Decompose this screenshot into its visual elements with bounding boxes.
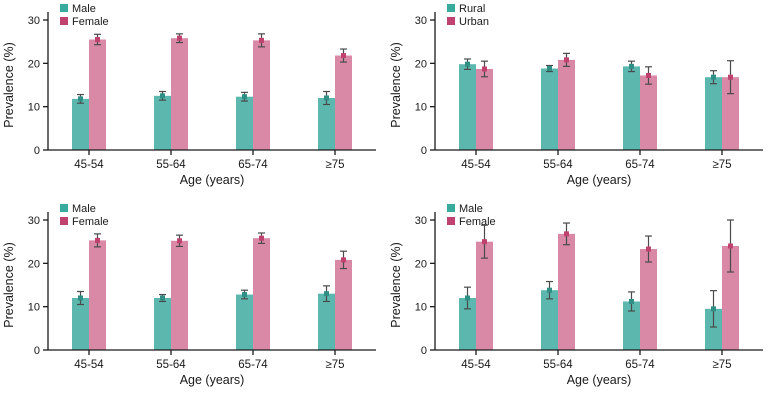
svg-text:Age (years): Age (years): [180, 373, 245, 387]
svg-text:10: 10: [28, 302, 40, 314]
chart-panel-bottom-right-male-female: 0 10 20 30 45-54 55-64 65-74 ≥75 Age (years) Prev…: [387, 200, 773, 400]
svg-text:45-54: 45-54: [74, 159, 104, 171]
svg-text:≥75: ≥75: [712, 159, 731, 171]
svg-text:20: 20: [414, 258, 426, 270]
svg-text:Male: Male: [459, 203, 483, 215]
svg-text:≥75: ≥75: [325, 359, 344, 371]
svg-text:10: 10: [414, 102, 426, 114]
svg-text:Male: Male: [72, 203, 96, 215]
svg-text:30: 30: [414, 215, 426, 227]
svg-text:10: 10: [414, 302, 426, 314]
svg-text:45-54: 45-54: [461, 159, 491, 171]
svg-text:Rural: Rural: [459, 3, 485, 15]
svg-text:0: 0: [420, 345, 426, 357]
svg-text:Urban: Urban: [459, 16, 489, 28]
svg-text:≥75: ≥75: [712, 359, 731, 371]
svg-text:45-54: 45-54: [461, 359, 491, 371]
svg-text:65-74: 65-74: [625, 359, 655, 371]
svg-text:0: 0: [34, 145, 40, 157]
svg-text:30: 30: [28, 15, 40, 27]
svg-text:20: 20: [414, 58, 426, 70]
svg-text:Female: Female: [72, 16, 109, 28]
svg-text:Age (years): Age (years): [180, 173, 245, 187]
chart-panel-top-left-male-female: 0 10 20 30 45-54 55-64 65-74 ≥75 Age (years) Prev…: [0, 0, 386, 200]
bar-chart-svg: 0 10 20 30 45-54 55-64 65-74 ≥75 Age (years) Prev…: [389, 203, 763, 387]
svg-text:Female: Female: [459, 216, 496, 228]
svg-text:55-64: 55-64: [156, 359, 186, 371]
svg-text:0: 0: [34, 345, 40, 357]
svg-text:45-54: 45-54: [74, 359, 104, 371]
bar-chart-svg: 0 10 20 30 45-54 55-64 65-74 ≥75 Age (years) Prev…: [389, 3, 763, 187]
svg-text:Age (years): Age (years): [566, 173, 631, 187]
svg-text:30: 30: [414, 15, 426, 27]
bar-chart-svg: 0 10 20 30 45-54 55-64 65-74 ≥75 Age (years) Prev…: [2, 203, 376, 387]
svg-text:55-64: 55-64: [156, 159, 186, 171]
chart-panel-top-right-rural-urban: 0 10 20 30 45-54 55-64 65-74 ≥75 Age (years) Prev…: [387, 0, 773, 200]
svg-text:0: 0: [420, 145, 426, 157]
svg-text:Female: Female: [72, 216, 109, 228]
svg-text:65-74: 65-74: [625, 159, 655, 171]
bar-chart-svg: 0 10 20 30 45-54 55-64 65-74 ≥75 Age (years) Prev…: [2, 3, 376, 187]
svg-text:55-64: 55-64: [543, 159, 573, 171]
svg-text:≥75: ≥75: [325, 159, 344, 171]
svg-text:20: 20: [28, 258, 40, 270]
svg-text:10: 10: [28, 102, 40, 114]
svg-text:Prevalence (%): Prevalence (%): [389, 42, 403, 127]
svg-text:Prevalence (%): Prevalence (%): [2, 42, 16, 127]
svg-text:Prevalence (%): Prevalence (%): [389, 242, 403, 327]
svg-text:Prevalence (%): Prevalence (%): [2, 242, 16, 327]
chart-panel-bottom-left-male-female: 0 10 20 30 45-54 55-64 65-74 ≥75 Age (years) Prev…: [0, 200, 386, 400]
svg-text:65-74: 65-74: [238, 159, 268, 171]
svg-text:20: 20: [28, 58, 40, 70]
svg-text:55-64: 55-64: [543, 359, 573, 371]
svg-text:65-74: 65-74: [238, 359, 268, 371]
svg-text:Male: Male: [72, 3, 96, 15]
svg-text:30: 30: [28, 215, 40, 227]
svg-text:Age (years): Age (years): [566, 373, 631, 387]
